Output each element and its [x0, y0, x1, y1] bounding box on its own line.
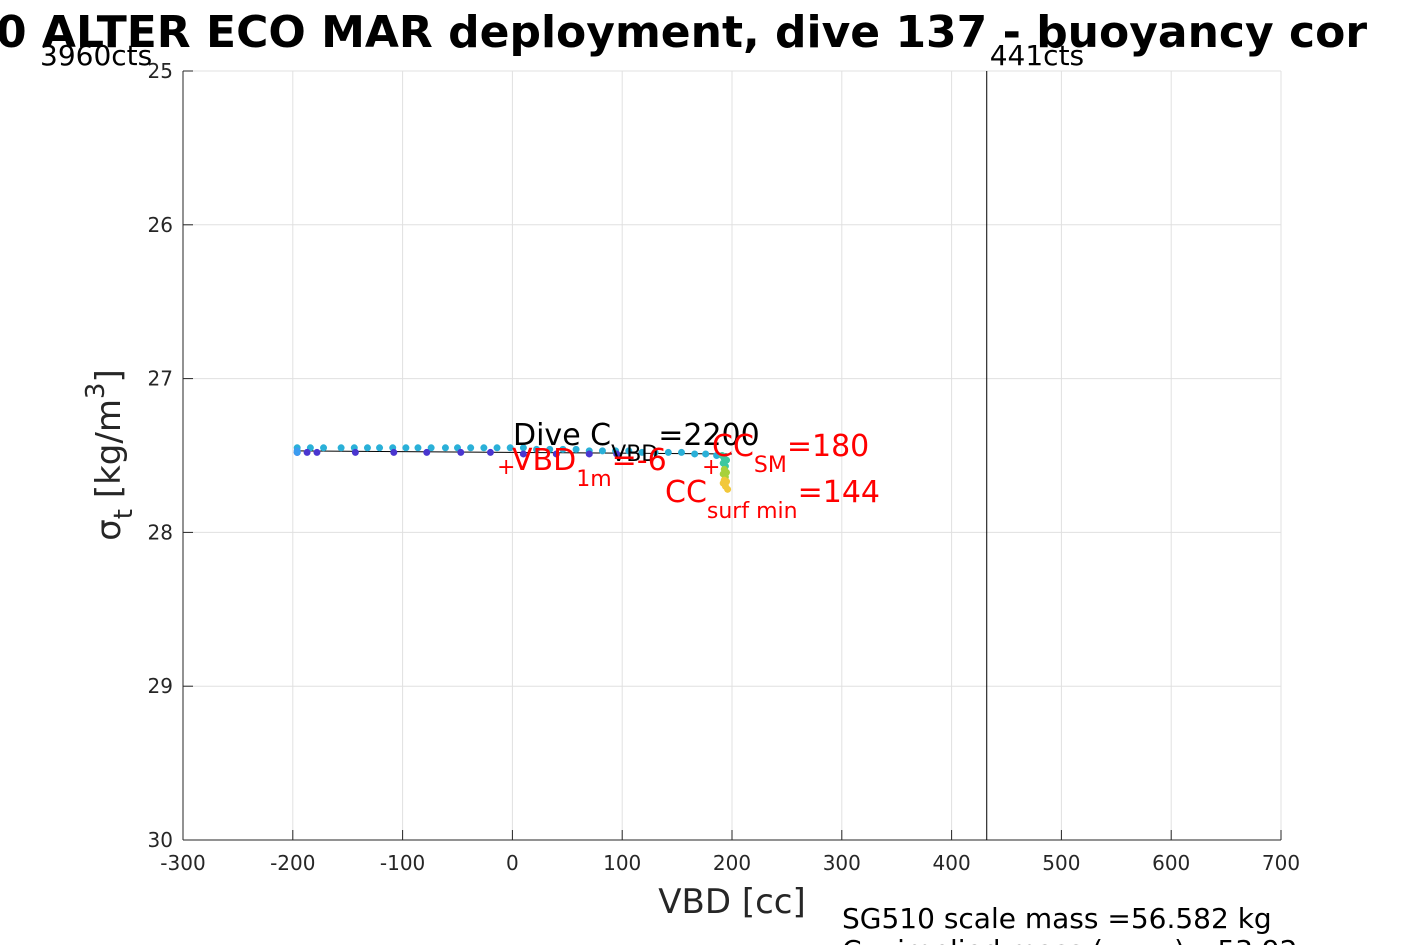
axes: [182, 70, 1282, 841]
data-point: [651, 448, 659, 456]
data-point: [664, 448, 672, 456]
data-point: [713, 452, 721, 459]
x-tick-label: 300: [823, 851, 861, 875]
y-axis-label: σt [kg/m3]: [81, 369, 139, 541]
data-point: [724, 485, 732, 493]
x-tick-label: -200: [270, 851, 315, 875]
data-point: [677, 448, 685, 456]
data-point: [625, 447, 633, 455]
data-point: [402, 444, 410, 452]
data-point: [572, 445, 580, 453]
data-point: [390, 448, 398, 456]
fit-line: [294, 450, 733, 455]
y-tick-label: 28: [148, 520, 173, 544]
x-tick-label: 0: [506, 851, 519, 875]
x-tick-label: 400: [933, 851, 971, 875]
data-point: [293, 448, 301, 456]
data-point: [613, 450, 621, 458]
chart-title: 0 ALTER ECO MAR deployment, dive 137 - b…: [0, 7, 1367, 58]
data-point: [598, 447, 606, 455]
data-point: [423, 448, 431, 456]
fit-line-group: [294, 450, 733, 455]
data-point: [486, 448, 494, 456]
x-tick-label: 500: [1042, 851, 1080, 875]
y-tick-label: 30: [148, 828, 173, 852]
tick-labels: -300 -200 -100 0 100 200 300 400 500 600 700 25 26 27…: [148, 59, 1301, 875]
y-tick-label: 27: [148, 367, 173, 391]
top-label-right: 441cts: [990, 39, 1084, 72]
x-tick-label: 600: [1152, 851, 1190, 875]
data-point: [559, 445, 567, 453]
data-point: [691, 450, 699, 458]
data-point: [519, 450, 527, 458]
y-tick-label: 29: [148, 674, 173, 698]
data-point: [493, 444, 501, 452]
footer-scale-mass: SG510 scale mass =56.582 kg: [842, 902, 1272, 935]
data-point: [303, 448, 311, 456]
data-point: [638, 448, 646, 456]
data-point: [320, 444, 328, 452]
annotation-dive-c-vbd: Dive CVBD=2200: [513, 418, 760, 467]
data-point: [351, 448, 359, 456]
data-point: [363, 444, 371, 452]
data-point: [337, 444, 345, 452]
data-point: [457, 448, 465, 456]
top-label-left: 3960cts: [40, 39, 152, 72]
data-point: [376, 444, 384, 452]
data-point: [441, 444, 449, 452]
data-point: [702, 450, 710, 458]
data-points: [293, 444, 732, 493]
y-tick-label: 26: [148, 213, 173, 237]
x-tick-label: 200: [713, 851, 751, 875]
marker-vbd-1m: +: [497, 455, 515, 480]
data-point: [519, 444, 527, 452]
annotation-cc-sm: CCSM=180: [712, 429, 869, 478]
x-axis-label: VBD [cc]: [658, 882, 806, 922]
data-point: [585, 450, 593, 458]
data-point: [533, 445, 541, 453]
data-point: [546, 445, 554, 453]
marker-cc-sm: +: [702, 455, 720, 480]
data-point: [552, 450, 560, 458]
data-point: [427, 444, 435, 452]
y-tick-label: 25: [148, 59, 173, 83]
footer-implied-mass: C... implied mass (........) =53.92...: [842, 934, 1324, 945]
data-point: [480, 444, 488, 452]
annotation-cc-surf-min: CCsurf min=144: [665, 475, 880, 524]
data-point: [506, 444, 514, 452]
data-point: [414, 444, 422, 452]
x-tick-label: 100: [603, 851, 641, 875]
data-point: [467, 444, 475, 452]
x-tick-label: 700: [1262, 851, 1300, 875]
data-point: [313, 448, 321, 456]
x-tick-label: -300: [160, 851, 205, 875]
x-tick-label: -100: [380, 851, 425, 875]
annotation-vbd-1m: VBD1m=-6: [512, 443, 667, 492]
